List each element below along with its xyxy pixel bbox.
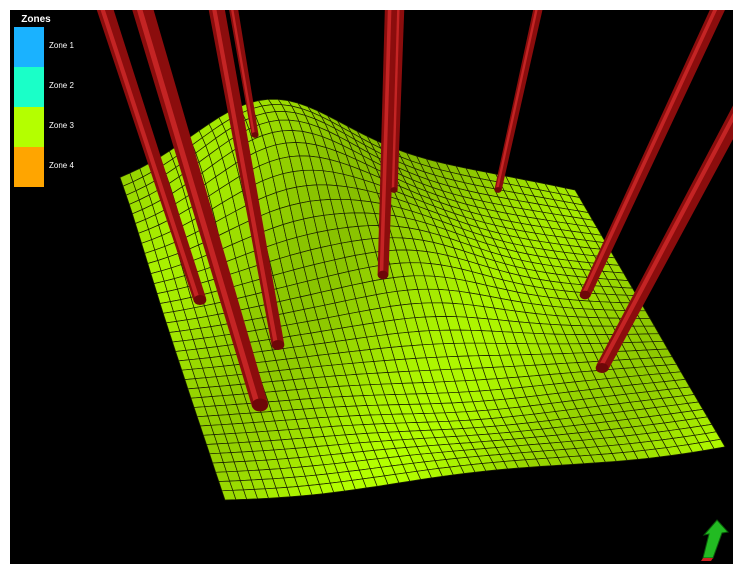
well-tip [390, 187, 398, 193]
surface-cell [709, 438, 726, 450]
zone-1-swatch [14, 27, 44, 67]
well-tip [494, 187, 502, 193]
well-highlight [100, 10, 201, 302]
well-highlight [598, 112, 733, 369]
well-trajectories [96, 10, 733, 412]
well-highlight [231, 10, 256, 136]
well-tip [595, 362, 609, 374]
legend-item-zone-1: Zone 1 [14, 27, 74, 67]
zone-surface-scene[interactable] [10, 10, 733, 564]
zone-2-label: Zone 2 [49, 81, 74, 90]
well-tip [579, 290, 591, 300]
zone-3-surface [119, 98, 726, 501]
well-highlight [391, 10, 400, 191]
zone-4-label: Zone 4 [49, 161, 74, 170]
legend-title: Zones [21, 14, 51, 25]
well-highlight [212, 10, 279, 346]
well-tip [271, 339, 285, 351]
well-tip [251, 132, 259, 138]
well-trajectory [596, 105, 733, 371]
zone-3-label: Zone 3 [49, 121, 74, 130]
well-tip [251, 398, 269, 412]
legend-item-zone-3: Zone 3 [14, 107, 74, 147]
well-highlight [495, 10, 538, 191]
well-tip [193, 294, 207, 306]
well-tip [377, 270, 389, 280]
well-highlight [379, 10, 392, 276]
zone-4-swatch [14, 147, 44, 187]
zones-legend: Zones Zone 1 Zone 2 Zone 3 Zone 4 [14, 13, 74, 187]
zone-1-label: Zone 1 [49, 41, 74, 50]
well-highlight [136, 10, 261, 407]
3d-viewport[interactable]: Zones Zone 1 Zone 2 Zone 3 Zone 4 [10, 10, 733, 564]
north-arrow-icon[interactable] [695, 518, 729, 562]
legend-item-zone-4: Zone 4 [14, 147, 74, 187]
zone-2-swatch [14, 67, 44, 107]
legend-item-zone-2: Zone 2 [14, 67, 74, 107]
well-highlight [581, 10, 718, 296]
zone-3-swatch [14, 107, 44, 147]
